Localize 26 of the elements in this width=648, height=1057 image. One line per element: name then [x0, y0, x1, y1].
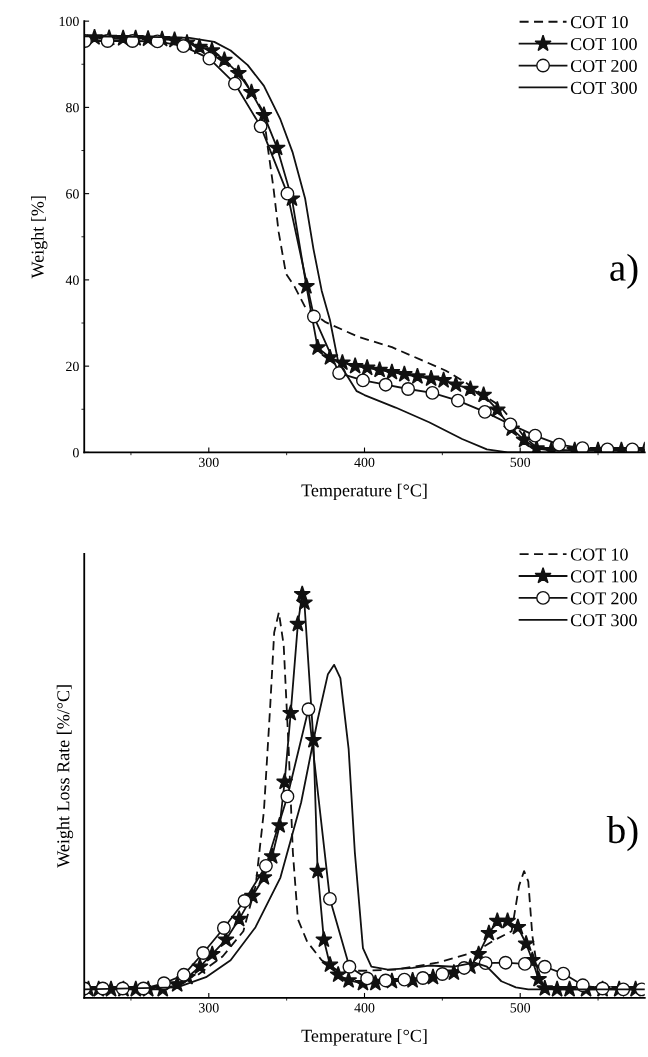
legend-label: COT 300 [570, 81, 637, 94]
x-tick-label: 300 [199, 457, 219, 468]
x-tick-label: 500 [510, 1003, 531, 1013]
y-axis-title: Weight Loss Rate [%/°C] [56, 685, 74, 868]
y-axis-title: Weight [%] [31, 196, 48, 279]
y-tick-label: 20 [66, 361, 79, 372]
legend-label: COT 200 [570, 59, 637, 73]
x-tick-label: 400 [354, 457, 375, 468]
legend-label: COT 200 [570, 592, 637, 605]
annotation: b) [606, 815, 638, 852]
legend-label: COT 100 [570, 570, 637, 583]
x-axis-title: Temperature [°C] [301, 1029, 427, 1046]
annotation: a) [610, 253, 638, 289]
y-tick-label: 60 [66, 189, 79, 199]
legend-label: COT 10 [570, 16, 628, 29]
y-tick-label: 40 [65, 275, 79, 285]
legend-label: COT 10 [570, 548, 628, 561]
x-tick-label: 500 [510, 457, 531, 468]
x-axis-title: Temperature [°C] [301, 483, 427, 501]
y-tick-label: 0 [72, 447, 79, 458]
legend-label: COT 300 [570, 614, 637, 627]
legend-label: COT 100 [570, 37, 637, 51]
y-tick-label: 80 [66, 102, 79, 113]
x-tick-label: 300 [199, 1003, 219, 1013]
x-tick-label: 400 [354, 1003, 375, 1013]
y-tick-label: 100 [59, 16, 79, 27]
